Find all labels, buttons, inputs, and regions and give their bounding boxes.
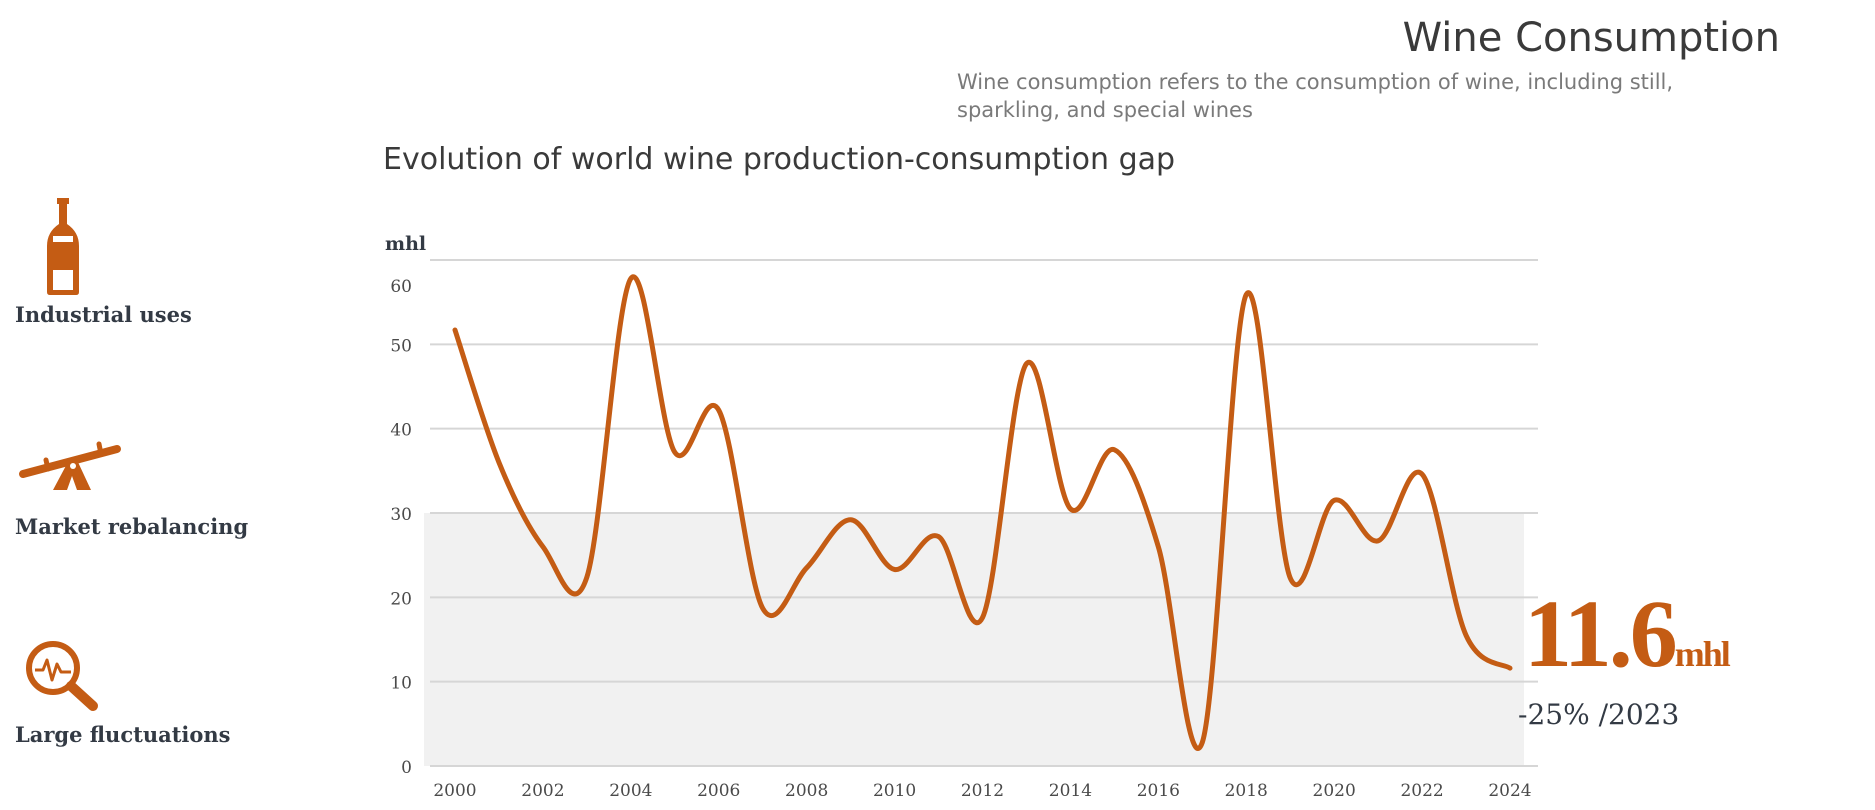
page-subtitle: Wine consumption refers to the consumpti… — [957, 70, 1674, 122]
y-tick-labels: 0 10 20 30 40 50 60 — [390, 277, 412, 778]
y-tick-label: 50 — [390, 336, 412, 356]
y-tick-label: 60 — [390, 277, 412, 297]
gridlines — [430, 259, 1538, 767]
wine-bottle-icon — [47, 198, 79, 295]
x-tick-label: 2018 — [1225, 781, 1268, 801]
y-tick-label: 0 — [401, 758, 412, 778]
sidebar-item-large-fluctuations: Large fluctuations — [15, 634, 230, 748]
series-line — [452, 274, 1513, 751]
magnifier-pulse-icon — [26, 641, 98, 711]
x-tick-label: 2004 — [609, 781, 652, 801]
sidebar-item-label: Large fluctuations — [15, 722, 231, 747]
x-tick-labels: 2000 2002 2004 2006 2008 2010 2012 2014 2016 2018… — [433, 781, 1531, 801]
x-tick-label: 2000 — [433, 781, 476, 801]
x-tick-label: 2002 — [521, 781, 564, 801]
latest-value-number: 11.6 — [1524, 580, 1678, 687]
shaded-band — [424, 513, 1524, 766]
x-tick-label: 2024 — [1488, 781, 1531, 801]
sidebar-item-market-rebalancing: Market rebalancing — [15, 434, 248, 540]
sidebar-item-label: Market rebalancing — [15, 514, 249, 539]
x-tick-label: 2016 — [1137, 781, 1180, 801]
y-tick-label: 20 — [390, 589, 412, 609]
x-tick-label: 2008 — [785, 781, 828, 801]
y-tick-label: 30 — [390, 505, 412, 525]
sidebar-item-label: Industrial uses — [15, 302, 192, 327]
change-vs-previous-year: -25% /2023 — [1518, 698, 1680, 731]
seesaw-icon — [19, 441, 121, 490]
page-title: Wine Consumption — [1402, 15, 1780, 61]
chart-title: Evolution of world wine production-consu… — [383, 142, 1176, 177]
x-tick-label: 2012 — [961, 781, 1004, 801]
latest-value-unit: mhl — [1674, 634, 1731, 674]
sidebar-item-industrial-uses: Industrial uses — [15, 196, 192, 328]
y-axis-label: mhl — [385, 233, 426, 255]
x-tick-label: 2022 — [1400, 781, 1443, 801]
x-tick-label: 2006 — [697, 781, 740, 801]
y-tick-label: 10 — [390, 674, 412, 694]
y-tick-label: 40 — [390, 421, 412, 441]
x-tick-label: 2020 — [1313, 781, 1356, 801]
x-tick-label: 2014 — [1049, 781, 1092, 801]
x-tick-label: 2010 — [873, 781, 916, 801]
latest-value: 11.6mhl — [1524, 586, 1731, 682]
